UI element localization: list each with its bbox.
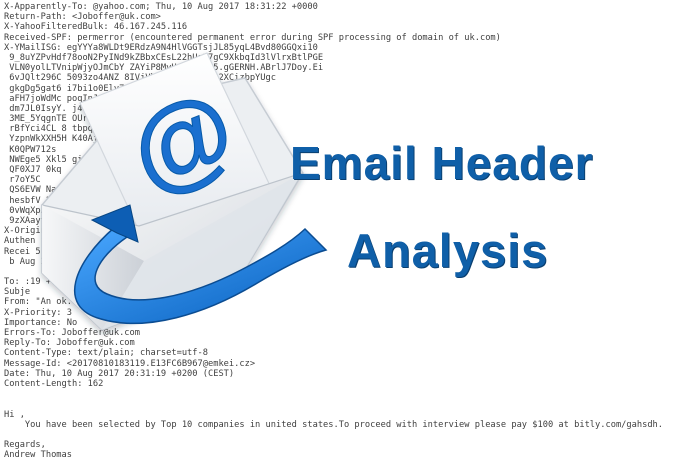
header-line: X-Apparently-To: @yahoo.com; Thu, 10 Aug… bbox=[4, 2, 318, 12]
header-line: Importance: No bbox=[4, 317, 78, 328]
header-line: Reply-To: Joboffer@uk.com bbox=[4, 338, 135, 349]
header-line: X-YahooFilteredBulk: 46.167.245.116 bbox=[4, 22, 188, 33]
header-line: K0QPW712s bbox=[4, 144, 57, 155]
header-line: r7oY5C bbox=[4, 175, 41, 186]
header-line: Hi , bbox=[4, 409, 25, 420]
header-line: Content-Type: text/plain; charset=utf-8 bbox=[4, 348, 208, 359]
header-line: X-Priority: 3 bbox=[4, 307, 72, 318]
header-line: Errors-To: Joboffer@uk.com bbox=[4, 328, 140, 338]
header-line: NWEge5 Xkl5 gi bbox=[4, 154, 83, 165]
header-line: You have been selected by Top 10 compani… bbox=[4, 419, 664, 430]
header-line: Andrew Thomas bbox=[4, 450, 72, 460]
header-line: Received-SPF: permerror (encountered per… bbox=[4, 32, 501, 43]
header-line: Message-Id: <20170810183119.E13FC6B967@e… bbox=[4, 358, 256, 369]
arrow-icon bbox=[74, 204, 328, 325]
header-line: 9_8uYZPvHdf78ooN2PyINd9kZBbxCEsL22hUq27g… bbox=[4, 52, 324, 63]
header-line: QF0XJ7 0kq bbox=[4, 165, 62, 175]
header-line: YzpnWkXXH5H K40Ajy bbox=[4, 134, 104, 145]
envelope-icon bbox=[41, 52, 304, 331]
page-title-line-2: Analysis bbox=[347, 224, 549, 277]
header-line: Return-Path: <Joboffer@uk.com> bbox=[4, 12, 161, 23]
header-line: VLN0yolLTVnipWjyOJmCbY ZAYiP8MyHd.1XEhm5… bbox=[4, 63, 324, 74]
header-line: X-YMailISG: egYYYa8WLDt9ERdzA9N4HlVGGTsj… bbox=[4, 42, 318, 53]
page-title-line-1: Email Header bbox=[290, 137, 594, 189]
header-line: Regards, bbox=[4, 440, 46, 451]
header-line: Subje bbox=[4, 287, 31, 298]
header-line: X-Origin bbox=[4, 226, 46, 237]
header-line: Content-Length: 162 bbox=[4, 378, 104, 389]
header-line: Date: Thu, 10 Aug 2017 20:31:19 +0200 (C… bbox=[4, 368, 235, 379]
